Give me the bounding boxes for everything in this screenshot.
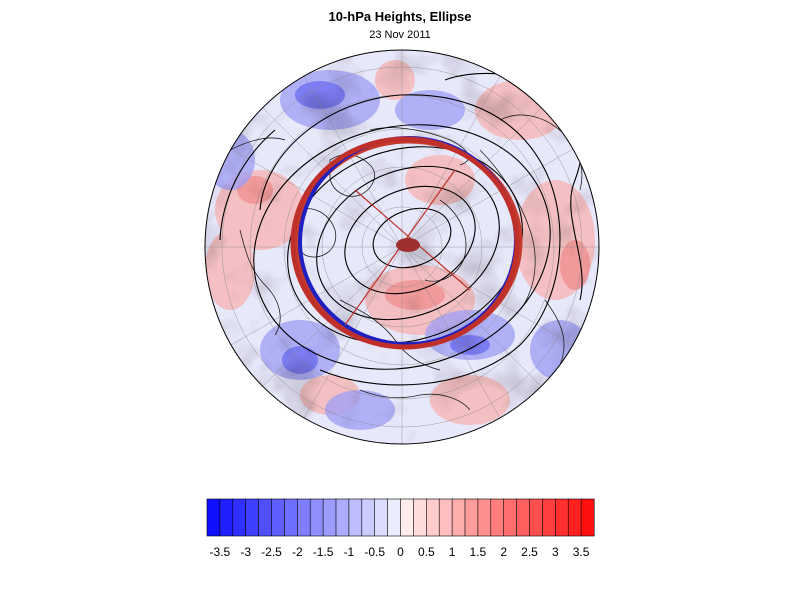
height-contours xyxy=(219,72,583,386)
colorbar-labels: -3.5 -3 -2.5 -2 -1.5 -1 -0.5 0 0.5 1 1.5 2 2.5 3 3.5 xyxy=(210,545,590,559)
colorbar-tick-label: 2 xyxy=(500,545,507,559)
colorbar-cell xyxy=(529,498,543,537)
colorbar-tick-label: 1 xyxy=(449,545,456,559)
colorbar-cell xyxy=(425,498,440,537)
chart-title: 10-hPa Heights, Ellipse xyxy=(328,9,472,24)
colorbar-cell xyxy=(451,498,466,537)
colorbar-tick-label: -3 xyxy=(240,545,251,559)
colorbar-tick-label: 3 xyxy=(552,545,559,559)
colorbar-cell xyxy=(387,498,402,537)
chart-date: 23 Nov 2011 xyxy=(369,29,431,41)
vortex-ellipses xyxy=(290,135,523,350)
colorbar-cell xyxy=(464,498,479,537)
anomaly-field xyxy=(205,50,599,444)
colorbar-tick-label: -2 xyxy=(292,545,303,559)
colorbar-tick-label: -3.5 xyxy=(210,545,231,559)
colorbar-cell xyxy=(322,498,337,537)
colorbar-cell xyxy=(284,498,298,537)
colorbar-tick-label: 3.5 xyxy=(573,545,590,559)
colorbar-cell xyxy=(580,498,595,537)
colorbar-cell xyxy=(516,498,530,537)
polar-map xyxy=(204,49,600,445)
colorbar-cell xyxy=(296,498,311,537)
colorbar-cell xyxy=(477,498,492,537)
colorbar-tick-label: 0.5 xyxy=(418,545,435,559)
colorbar-tick-label: -1.5 xyxy=(313,545,334,559)
colorbar-tick-label: -2.5 xyxy=(261,545,282,559)
colorbar-cell xyxy=(258,498,273,537)
colorbar-cell xyxy=(206,498,221,537)
pole-marker xyxy=(396,238,420,252)
colorbar-cell xyxy=(335,498,350,537)
colorbar-cell xyxy=(219,498,234,537)
colorbar-cell xyxy=(490,498,505,537)
colorbar-cell xyxy=(400,498,414,537)
colorbar-cell xyxy=(374,498,389,537)
colorbar-tick-label: 1.5 xyxy=(470,545,487,559)
colorbar-cell xyxy=(361,498,376,537)
colorbar-tick-label: -1 xyxy=(344,545,355,559)
colorbar-cell xyxy=(554,498,569,537)
globe-outline xyxy=(204,49,600,445)
colorbar-tick-label: -0.5 xyxy=(364,545,385,559)
colorbar-cells xyxy=(206,498,595,537)
colorbar-tick-label: 0 xyxy=(397,545,404,559)
colorbar-cell xyxy=(438,498,453,537)
colorbar-cell xyxy=(232,498,247,537)
colorbar-cell xyxy=(567,498,582,537)
colorbar-cell xyxy=(245,498,260,537)
colorbar-cell xyxy=(503,498,518,537)
colorbar-cell xyxy=(309,498,324,537)
colorbar-cell xyxy=(542,498,556,537)
colorbar-cell xyxy=(348,498,363,537)
colorbar-tick-label: 2.5 xyxy=(521,545,538,559)
colorbar-cell xyxy=(271,498,285,537)
colorbar-cell xyxy=(413,498,427,537)
